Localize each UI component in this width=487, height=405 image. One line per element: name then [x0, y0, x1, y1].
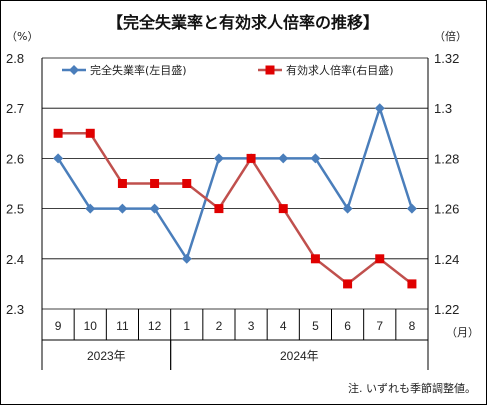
left-tick-label: 2.5 — [6, 202, 24, 217]
x-tick-label: 6 — [344, 319, 351, 333]
data-point — [53, 128, 63, 138]
legend-label: 完全失業率(左目盛) — [90, 63, 187, 77]
x-tick-label: 2 — [216, 319, 223, 333]
right-axis-unit: （倍） — [434, 29, 467, 43]
left-tick-label: 2.4 — [6, 252, 24, 267]
series-line — [57, 104, 414, 262]
right-tick-label: 1.26 — [434, 202, 459, 217]
right-tick-label: 1.22 — [434, 302, 459, 317]
x-tick-label: 12 — [148, 319, 162, 333]
data-point — [278, 204, 288, 214]
data-point — [150, 179, 160, 188]
x-tick-label: 11 — [116, 319, 129, 333]
left-tick-label: 2.7 — [6, 101, 24, 116]
data-point — [374, 103, 385, 114]
data-point — [343, 279, 353, 289]
data-point — [117, 179, 127, 188]
right-tick-label: 1.24 — [434, 252, 459, 267]
x-tick-label: 9 — [55, 319, 62, 333]
data-point — [181, 253, 192, 264]
data-point — [149, 203, 160, 214]
data-point — [407, 279, 417, 289]
data-point — [85, 203, 96, 214]
data-point — [246, 153, 256, 163]
legend: 完全失業率(左目盛) 有効求人倍率(右目盛) — [62, 63, 394, 77]
year-label: 2024年 — [280, 349, 319, 363]
legend-marker — [265, 65, 275, 75]
x-tick-label: 8 — [409, 319, 416, 333]
chart-note: 注. いずれも季節調整値。 — [348, 381, 476, 395]
month-unit: （月） — [446, 326, 479, 339]
x-tick-label: 3 — [248, 319, 255, 333]
left-tick-label: 2.3 — [6, 302, 24, 317]
x-tick-label: 5 — [312, 319, 319, 333]
data-point — [278, 153, 289, 164]
tick-layer: 2.3 2.4 2.5 2.6 2.7 2.8 1.22 1.24 1.26 1.28 1.3 1.3… — [6, 51, 459, 363]
data-point — [406, 203, 417, 214]
data-point — [342, 203, 353, 214]
x-tick-label: 1 — [183, 319, 190, 333]
x-tick-label: 10 — [84, 319, 98, 333]
right-tick-label: 1.3 — [434, 101, 452, 116]
legend-marker — [69, 65, 79, 75]
data-point — [375, 254, 385, 264]
data-point — [117, 203, 128, 214]
year-label: 2023年 — [87, 349, 126, 363]
left-axis-unit: （%） — [6, 30, 38, 43]
series-layer — [53, 103, 417, 289]
data-point — [53, 153, 64, 164]
x-tick-label: 7 — [376, 319, 383, 333]
data-point — [213, 153, 224, 164]
chart-title: 【完全失業率と有効求人倍率の推移】 — [107, 13, 379, 32]
data-point — [182, 179, 192, 188]
series-line — [58, 132, 413, 286]
data-point — [85, 128, 95, 138]
legend-label: 有効求人倍率(右目盛) — [286, 63, 394, 77]
x-tick-label: 4 — [280, 319, 287, 333]
data-point — [310, 254, 320, 264]
data-point — [310, 153, 321, 164]
right-tick-label: 1.32 — [434, 51, 459, 66]
left-tick-label: 2.8 — [6, 51, 24, 66]
right-tick-label: 1.28 — [434, 151, 459, 166]
data-point — [214, 204, 224, 214]
left-tick-label: 2.6 — [6, 151, 24, 166]
